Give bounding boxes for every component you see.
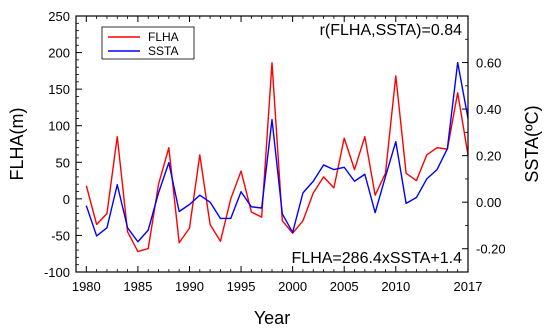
- x-tick-label: 1985: [123, 279, 152, 294]
- legend-label-ssta: SSTA: [148, 44, 178, 58]
- y-left-tick-label: 200: [48, 46, 70, 61]
- x-tick-label: 2017: [454, 279, 483, 294]
- y-left-tick-label: -50: [51, 228, 70, 243]
- y-right-tick-label: 0.60: [476, 56, 501, 71]
- y-right-tick-label: 0.00: [476, 195, 501, 210]
- legend: FLHA SSTA: [101, 26, 195, 60]
- y-right-axis-title: SSTA(ºC): [522, 105, 542, 182]
- series-line-flha: [85, 62, 469, 253]
- y-right-tick-marks: [462, 38, 468, 273]
- x-tick-labels: 1980 1985 1990 1995 2000 2005 2010 2017: [72, 279, 483, 294]
- x-axis-title: Year: [254, 308, 290, 328]
- y-left-tick-label: 150: [48, 82, 70, 97]
- legend-box: [101, 26, 195, 60]
- x-tick-label: 1980: [72, 279, 101, 294]
- x-tick-label: 1995: [227, 279, 256, 294]
- series-lines: [85, 61, 469, 253]
- regression-annotation: FLHA=286.4xSSTA+1.4: [292, 250, 463, 267]
- correlation-annotation: r(FLHA,SSTA)=0.84: [320, 22, 463, 39]
- y-right-tick-label: 0.20: [476, 149, 501, 164]
- series-line-ssta: [85, 61, 469, 243]
- x-tick-label: 2000: [278, 279, 307, 294]
- y-right-tick-label: -0.20: [476, 242, 506, 257]
- y-left-tick-labels: -100 -50 0 50 100 150 200 250: [44, 9, 70, 280]
- y-left-tick-label: -100: [44, 265, 70, 280]
- x-tick-label: 2005: [330, 279, 359, 294]
- x-tick-label: 1990: [175, 279, 204, 294]
- y-left-tick-label: 50: [56, 155, 70, 170]
- y-left-tick-label: 100: [48, 119, 70, 134]
- y-right-tick-labels: -0.20 0.00 0.20 0.40 0.60: [476, 56, 506, 257]
- x-tick-label: 2010: [381, 279, 410, 294]
- y-left-tick-label: 0: [63, 192, 70, 207]
- y-left-tick-marks: [76, 15, 82, 273]
- y-left-tick-label: 250: [48, 9, 70, 24]
- y-right-tick-label: 0.40: [476, 102, 501, 117]
- y-left-axis-title: FLHA(m): [7, 108, 27, 181]
- plot-frame: [75, 15, 469, 273]
- legend-label-flha: FLHA: [148, 30, 179, 44]
